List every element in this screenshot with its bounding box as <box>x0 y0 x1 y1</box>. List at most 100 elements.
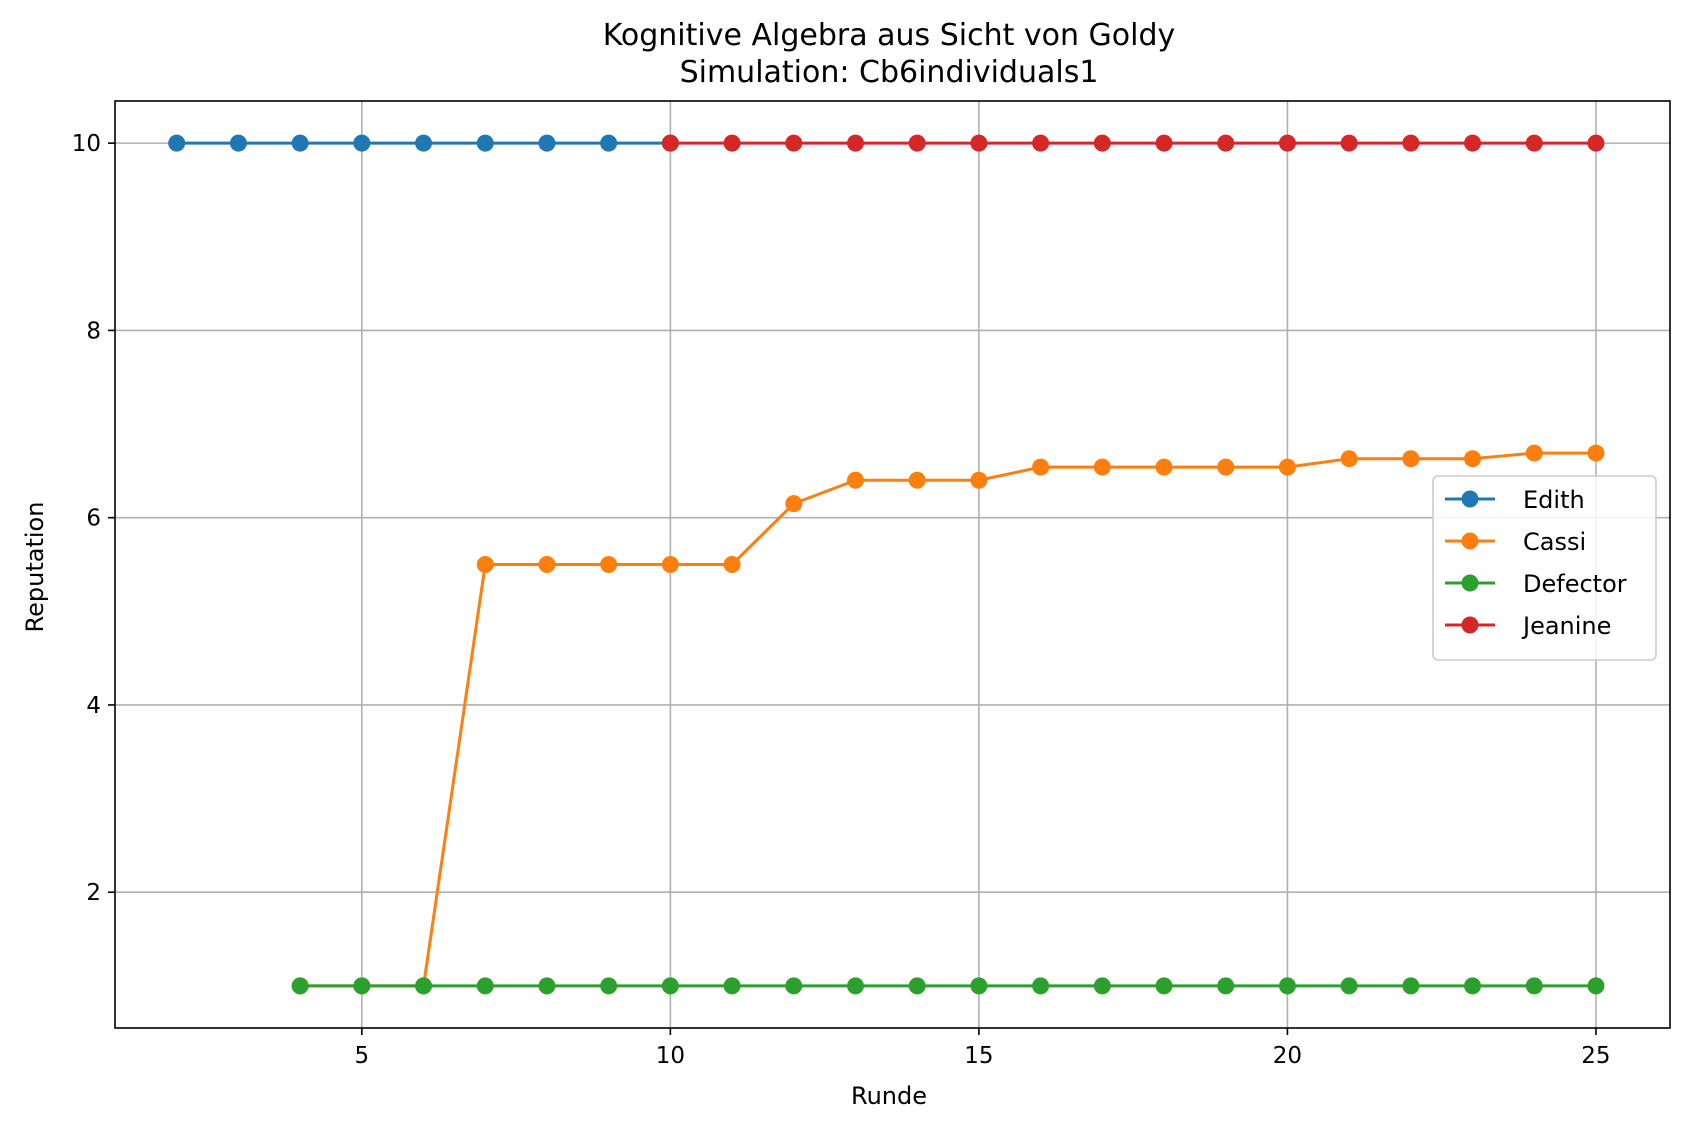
data-point-cassi <box>1217 458 1235 476</box>
axis-ticks: 5 10 15 20 25 2 4 6 8 10 <box>72 131 1611 1069</box>
data-point-jeanine <box>846 134 864 152</box>
data-point-cassi <box>1340 450 1358 468</box>
data-point-defector <box>1525 977 1543 995</box>
data-point-jeanine <box>1155 134 1173 152</box>
series-area <box>168 134 1605 995</box>
data-point-jeanine <box>970 134 988 152</box>
series-edith <box>168 134 679 152</box>
data-point-defector <box>846 977 864 995</box>
data-point-jeanine <box>1217 134 1235 152</box>
legend-marker <box>1461 532 1479 550</box>
data-point-defector <box>1093 977 1111 995</box>
legend-label: Jeanine <box>1521 612 1611 640</box>
data-point-defector <box>600 977 618 995</box>
legend-label: Cassi <box>1523 528 1586 556</box>
data-point-defector <box>538 977 556 995</box>
data-point-cassi <box>908 471 926 489</box>
data-point-cassi <box>1155 458 1173 476</box>
data-point-cassi <box>538 556 556 573</box>
series-line-cassi <box>300 451 1596 988</box>
data-point-defector <box>1587 977 1605 995</box>
data-point-edith <box>291 134 309 152</box>
y-tick-label: 10 <box>72 131 101 157</box>
data-point-cassi <box>600 556 618 573</box>
chart-title: Kognitive Algebra aus Sicht von Goldy <box>603 18 1176 53</box>
legend-marker <box>1461 616 1479 634</box>
data-point-defector <box>1340 977 1358 995</box>
y-tick-label: 8 <box>86 318 101 344</box>
data-point-jeanine <box>1402 134 1420 152</box>
legend-box <box>1432 475 1657 661</box>
data-point-jeanine <box>1278 134 1296 152</box>
data-point-jeanine <box>908 134 926 152</box>
x-tick-label: 15 <box>964 1043 993 1069</box>
plot-frame <box>114 100 1671 1029</box>
data-point-defector <box>908 977 926 995</box>
data-point-edith <box>476 134 494 152</box>
data-point-defector <box>1278 977 1296 995</box>
data-point-defector <box>415 977 433 995</box>
data-point-jeanine <box>1464 134 1482 152</box>
data-point-jeanine <box>1340 134 1358 152</box>
data-point-jeanine <box>1093 134 1111 152</box>
data-point-defector <box>291 977 309 995</box>
data-point-jeanine <box>1587 134 1605 152</box>
y-tick-label: 6 <box>86 506 101 532</box>
data-point-defector <box>1155 977 1173 995</box>
data-point-defector <box>723 977 741 995</box>
legend-item-edith: Edith <box>1445 486 1585 514</box>
data-point-jeanine <box>723 134 741 152</box>
chart-subtitle: Simulation: Cb6individuals1 <box>680 55 1099 90</box>
data-point-cassi <box>476 556 494 573</box>
legend-label: Defector <box>1523 570 1627 598</box>
data-point-defector <box>785 977 803 995</box>
data-point-edith <box>168 134 186 152</box>
x-tick-label: 10 <box>656 1043 685 1069</box>
series-jeanine <box>661 134 1605 152</box>
legend: Edith Cassi Defector Jeanine <box>1432 475 1657 661</box>
legend-marker <box>1461 490 1479 508</box>
legend-marker <box>1461 574 1479 592</box>
data-point-edith <box>538 134 556 152</box>
data-point-cassi <box>661 556 679 573</box>
data-point-defector <box>1032 977 1050 995</box>
data-point-defector <box>1402 977 1420 995</box>
data-point-edith <box>229 134 247 152</box>
series-cassi <box>291 444 1605 995</box>
y-tick-label: 2 <box>86 880 101 906</box>
data-point-jeanine <box>785 134 803 152</box>
legend-item-defector: Defector <box>1445 570 1627 598</box>
data-point-edith <box>600 134 618 152</box>
data-point-cassi <box>1402 450 1420 468</box>
data-point-cassi <box>1587 444 1605 462</box>
data-point-cassi <box>1093 458 1111 476</box>
data-point-jeanine <box>1032 134 1050 152</box>
x-tick-label: 5 <box>355 1043 370 1069</box>
y-axis-label: Reputation <box>21 502 49 633</box>
y-tick-label: 4 <box>86 693 101 719</box>
data-point-cassi <box>1032 458 1050 476</box>
data-point-cassi <box>1278 458 1296 476</box>
data-point-jeanine <box>1525 134 1543 152</box>
legend-label: Edith <box>1523 486 1585 514</box>
data-point-defector <box>353 977 371 995</box>
data-point-edith <box>415 134 433 152</box>
data-point-defector <box>970 977 988 995</box>
x-tick-label: 20 <box>1273 1043 1302 1069</box>
data-point-cassi <box>846 471 864 489</box>
data-point-edith <box>353 134 371 152</box>
legend-item-cassi: Cassi <box>1445 528 1586 556</box>
data-point-defector <box>1217 977 1235 995</box>
data-point-cassi <box>970 471 988 489</box>
data-point-defector <box>476 977 494 995</box>
series-defector <box>291 977 1605 995</box>
data-point-jeanine <box>661 134 679 152</box>
data-point-cassi <box>785 495 803 513</box>
data-point-defector <box>1464 977 1482 995</box>
x-tick-label: 25 <box>1581 1043 1610 1069</box>
x-axis-label: Runde <box>851 1082 927 1110</box>
data-point-cassi <box>1464 450 1482 468</box>
legend-item-jeanine: Jeanine <box>1445 612 1611 640</box>
data-point-defector <box>661 977 679 995</box>
